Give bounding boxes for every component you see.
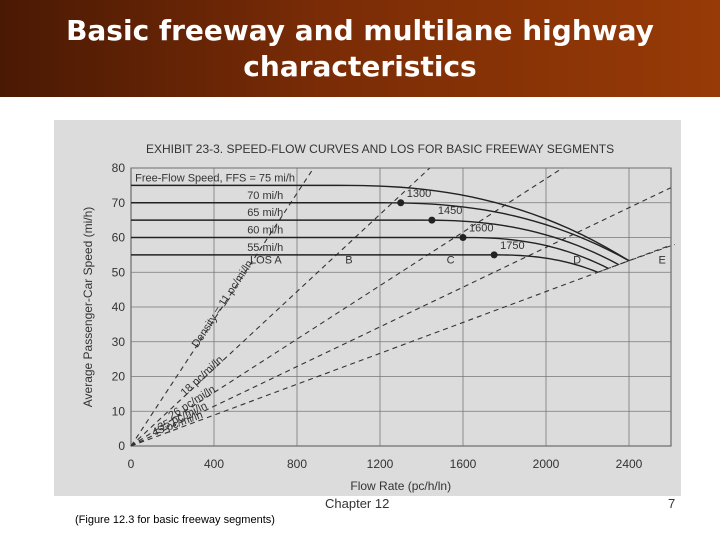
density-line (130, 187, 671, 447)
x-tick-label: 400 (204, 457, 224, 471)
speed-legend-label: Free-Flow Speed, FFS = 75 mi/h (135, 172, 295, 184)
title-bar: Basic freeway and multilane highway char… (0, 0, 720, 97)
y-tick-label: 70 (112, 196, 126, 210)
speed-legend-label: 60 mi/h (247, 225, 283, 237)
los-label: LOS A (250, 255, 282, 267)
max-service-point (397, 199, 405, 207)
max-service-label: 1300 (407, 188, 431, 200)
x-tick-label: 0 (128, 457, 135, 471)
density-line (130, 244, 671, 447)
y-tick-label: 40 (112, 300, 126, 314)
max-service-point (490, 251, 498, 259)
speed-legend-label: 55 mi/h (247, 242, 283, 254)
max-service-label: 1750 (500, 240, 524, 252)
y-tick-label: 50 (112, 265, 126, 279)
density-line (130, 167, 563, 447)
slide-title: Basic freeway and multilane highway char… (66, 13, 654, 83)
x-tick-label: 800 (287, 457, 307, 471)
los-label: C (447, 255, 455, 267)
y-tick-label: 80 (112, 161, 126, 175)
los-label: E (659, 255, 666, 267)
speed-flow-curve (131, 236, 609, 270)
chart-title: EXHIBIT 23-3. SPEED-FLOW CURVES AND LOS … (146, 142, 614, 156)
density-line (130, 167, 315, 447)
speed-flow-curve (131, 219, 619, 266)
speed-legend-label: 70 mi/h (247, 190, 283, 202)
x-tick-label: 2000 (533, 457, 560, 471)
speed-flow-curve (131, 254, 599, 273)
los-label: D (573, 255, 581, 267)
max-service-label: 1450 (438, 205, 462, 217)
max-service-label: 1600 (469, 223, 493, 235)
y-axis-label: Average Passenger-Car Speed (mi/h) (81, 207, 95, 408)
speed-flow-curve (131, 202, 630, 262)
x-tick-label: 1200 (367, 457, 394, 471)
los-label: B (345, 255, 352, 267)
y-tick-label: 20 (112, 370, 126, 384)
speed-flow-curve (131, 184, 630, 262)
figure-panel: 0 10 20 30 40 50 60 70 80 0 400 800 1200 1600 2000 2400… (54, 120, 681, 496)
page-number: 7 (668, 496, 676, 511)
y-tick-label: 30 (112, 335, 126, 349)
x-axis-label: Flow Rate (pc/h/ln) (350, 479, 451, 493)
y-tick-label: 60 (112, 231, 126, 245)
y-tick-label: 0 (118, 439, 125, 453)
max-service-point (428, 216, 436, 224)
max-service-point (459, 234, 467, 241)
x-tick-label: 1600 (450, 457, 477, 471)
figure-caption: (Figure 12.3 for basic freeway segments) (75, 514, 275, 526)
x-tick-label: 2400 (616, 457, 643, 471)
los-e-boundary (597, 243, 675, 273)
speed-legend-label: 65 mi/h (247, 207, 283, 219)
footer-chapter: Chapter 12 (325, 496, 390, 511)
y-tick-label: 10 (112, 404, 126, 418)
